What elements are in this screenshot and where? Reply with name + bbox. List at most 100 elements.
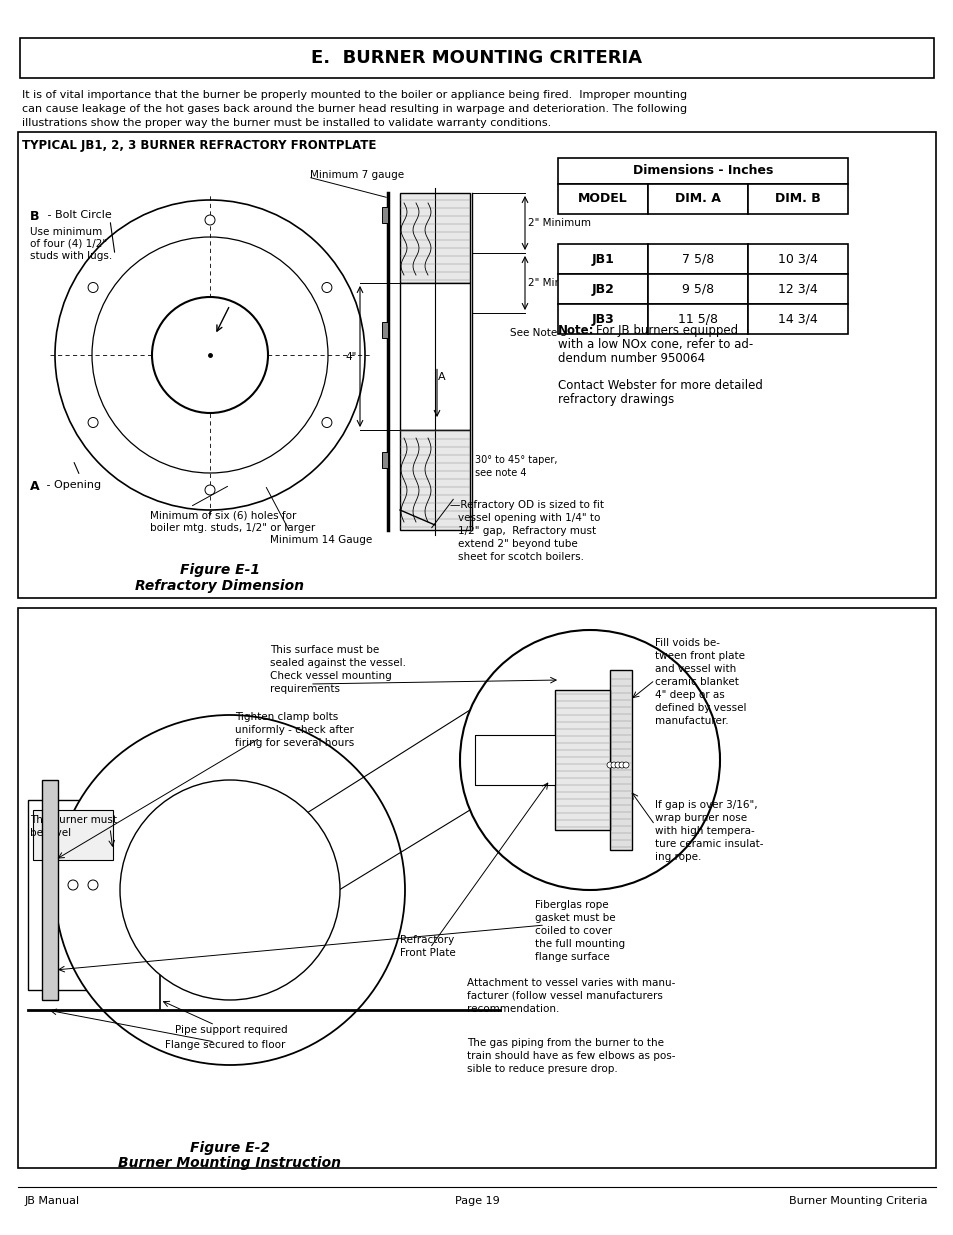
Text: 14 3/4: 14 3/4 — [778, 312, 817, 326]
Bar — [381, 207, 388, 224]
Bar — [747, 274, 847, 304]
Circle shape — [48, 881, 58, 890]
Text: Burner Mounting Instruction: Burner Mounting Instruction — [118, 1156, 341, 1170]
Bar — [42, 781, 58, 1000]
Text: requirements: requirements — [270, 684, 339, 694]
Text: A: A — [437, 372, 445, 382]
Text: wrap burner nose: wrap burner nose — [655, 813, 746, 823]
Text: Attachment to vessel varies with manu-: Attachment to vessel varies with manu- — [467, 978, 675, 988]
Bar — [18, 132, 935, 598]
Text: It is of vital importance that the burner be properly mounted to the boiler or a: It is of vital importance that the burne… — [22, 90, 686, 100]
Circle shape — [205, 485, 214, 495]
Bar — [747, 245, 847, 274]
Bar — [28, 800, 118, 990]
Text: illustrations show the proper way the burner must be installed to validate warra: illustrations show the proper way the bu… — [22, 119, 551, 128]
Bar — [399, 430, 470, 530]
Text: 1/2" gap,  Refractory must: 1/2" gap, Refractory must — [457, 526, 596, 536]
Text: Fill voids be-: Fill voids be- — [655, 638, 720, 648]
Text: 4": 4" — [345, 352, 356, 362]
Text: DIM. A: DIM. A — [675, 193, 720, 205]
Text: with a low NOx cone, refer to ad-: with a low NOx cone, refer to ad- — [558, 338, 753, 351]
Bar — [33, 810, 112, 860]
Bar — [555, 690, 609, 830]
Text: 7 5/8: 7 5/8 — [681, 252, 714, 266]
Bar — [399, 193, 470, 283]
Text: Note:: Note: — [558, 324, 594, 337]
Bar — [647, 184, 747, 214]
Text: sheet for scotch boilers.: sheet for scotch boilers. — [457, 552, 583, 562]
Bar — [399, 283, 470, 430]
Bar — [18, 608, 935, 1168]
Text: For JB burners equipped: For JB burners equipped — [596, 324, 738, 337]
Text: Figure E-2: Figure E-2 — [190, 1141, 270, 1155]
Circle shape — [88, 417, 98, 427]
Text: DIM. B: DIM. B — [774, 193, 820, 205]
Text: ing rope.: ing rope. — [655, 852, 700, 862]
Text: dendum number 950064: dendum number 950064 — [558, 352, 704, 366]
Text: - Opening: - Opening — [43, 480, 101, 490]
Bar — [381, 452, 388, 468]
Text: boiler mtg. studs, 1/2" or larger: boiler mtg. studs, 1/2" or larger — [150, 522, 314, 534]
Text: studs with lugs.: studs with lugs. — [30, 251, 112, 261]
Text: Use minimum: Use minimum — [30, 227, 102, 237]
Text: Fiberglas rope: Fiberglas rope — [535, 900, 608, 910]
Text: JB Manual: JB Manual — [25, 1195, 80, 1207]
Circle shape — [321, 283, 332, 293]
Text: of four (4) 1/2": of four (4) 1/2" — [30, 240, 107, 249]
Text: 10 3/4: 10 3/4 — [778, 252, 817, 266]
Text: JB3: JB3 — [591, 312, 614, 326]
Text: Minimum 14 Gauge: Minimum 14 Gauge — [270, 535, 372, 545]
Text: refractory drawings: refractory drawings — [558, 393, 674, 406]
Text: The burner must: The burner must — [30, 815, 117, 825]
Text: B: B — [30, 210, 39, 224]
Bar — [747, 304, 847, 333]
Bar — [558, 304, 647, 333]
Text: Minimum 7 gauge: Minimum 7 gauge — [310, 170, 404, 180]
Text: and vessel with: and vessel with — [655, 664, 736, 674]
Text: Contact Webster for more detailed: Contact Webster for more detailed — [558, 379, 762, 391]
Text: with high tempera-: with high tempera- — [655, 826, 754, 836]
Text: E.  BURNER MOUNTING CRITERIA: E. BURNER MOUNTING CRITERIA — [312, 49, 641, 67]
Circle shape — [68, 881, 78, 890]
Text: Front Plate: Front Plate — [399, 948, 456, 958]
Text: Flange secured to floor: Flange secured to floor — [165, 1040, 285, 1050]
Circle shape — [321, 417, 332, 427]
Text: vessel opening with 1/4" to: vessel opening with 1/4" to — [457, 513, 599, 522]
Text: sible to reduce presure drop.: sible to reduce presure drop. — [467, 1065, 618, 1074]
Text: Pipe support required: Pipe support required — [174, 1025, 287, 1035]
Text: Refractory Dimension: Refractory Dimension — [135, 579, 304, 593]
Text: MODEL: MODEL — [578, 193, 627, 205]
Text: facturer (follow vessel manufacturers: facturer (follow vessel manufacturers — [467, 990, 662, 1002]
Text: 9 5/8: 9 5/8 — [681, 283, 713, 295]
Text: JB1: JB1 — [591, 252, 614, 266]
Text: The gas piping from the burner to the: The gas piping from the burner to the — [467, 1037, 663, 1049]
Text: defined by vessel: defined by vessel — [655, 703, 745, 713]
Text: 11 5/8: 11 5/8 — [678, 312, 718, 326]
Bar — [558, 245, 647, 274]
Bar — [647, 304, 747, 333]
Text: ture ceramic insulat-: ture ceramic insulat- — [655, 839, 762, 848]
Text: If gap is over 3/16",: If gap is over 3/16", — [655, 800, 757, 810]
Circle shape — [91, 237, 328, 473]
Text: recommendation.: recommendation. — [467, 1004, 558, 1014]
Text: Page 19: Page 19 — [455, 1195, 498, 1207]
Text: 4" deep or as: 4" deep or as — [655, 690, 724, 700]
Text: Figure E-1: Figure E-1 — [180, 563, 260, 577]
Bar — [647, 274, 747, 304]
Circle shape — [618, 762, 624, 768]
Text: JB2: JB2 — [591, 283, 614, 295]
Text: uniformly - check after: uniformly - check after — [234, 725, 354, 735]
Text: TYPICAL JB1, 2, 3 BURNER REFRACTORY FRONTPLATE: TYPICAL JB1, 2, 3 BURNER REFRACTORY FRON… — [22, 140, 376, 152]
Text: 12 3/4: 12 3/4 — [778, 283, 817, 295]
Circle shape — [55, 715, 405, 1065]
Text: can cause leakage of the hot gases back around the burner head resulting in warp: can cause leakage of the hot gases back … — [22, 104, 686, 114]
Circle shape — [459, 630, 720, 890]
Text: A: A — [234, 284, 244, 296]
Text: Burner Mounting Criteria: Burner Mounting Criteria — [789, 1195, 927, 1207]
Circle shape — [88, 283, 98, 293]
Circle shape — [205, 215, 214, 225]
Circle shape — [622, 762, 628, 768]
Bar — [558, 274, 647, 304]
Text: flange surface: flange surface — [535, 952, 609, 962]
Bar — [558, 184, 647, 214]
